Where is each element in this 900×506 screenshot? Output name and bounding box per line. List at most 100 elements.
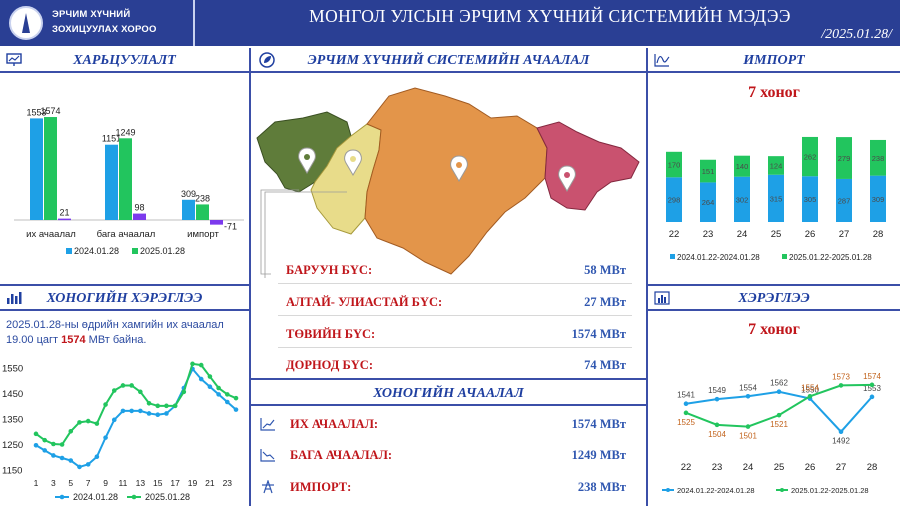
y-tick-label: 1350 [2,415,23,426]
legend-label: 2024.01.22-2024.01.28 [677,253,760,262]
data-point [181,389,187,395]
data-point [103,435,108,440]
bar [44,117,57,220]
org-name-line2: ЗОХИЦУУЛАХ ХОРОО [52,24,157,35]
data-point [155,403,161,409]
bar [768,174,784,222]
data-label: 1492 [832,437,850,446]
map-pin-altai [344,149,362,176]
data-point [120,383,126,388]
header-bar: ЭРЧИМ ХҮЧНИЙ ЗОХИЦУУЛАХ ХОРОО МОНГОЛ УЛС… [0,0,900,46]
category-label: бага ачаалал [97,229,156,240]
map-pin-east [558,165,576,192]
bar [802,176,818,222]
data-label: 262 [804,153,817,162]
bar [58,218,71,221]
x-tick-label: 13 [136,478,146,488]
row-divider [278,283,632,284]
logo: ЭРЧИМ ХҮЧНИЙ ЗОХИЦУУЛАХ ХОРОО [0,0,195,46]
data-point [138,389,143,395]
data-label: 302 [736,195,749,204]
map-pin-west [298,147,316,174]
import-title: ИМПОРТ [648,49,900,73]
category-label: 23 [703,229,714,240]
bar [836,137,852,179]
data-point [838,429,844,435]
category-label: 26 [805,229,816,240]
bar [30,118,43,220]
report-date: /2025.01.28/ [821,27,892,42]
category-label: 28 [873,229,884,240]
data-point [103,402,108,407]
data-label: 1550 [801,386,819,395]
daily-load-row: ИМПОРТ: 238 МВт [256,475,632,501]
data-point [51,441,56,447]
x-tick-label: 21 [205,478,215,488]
data-point [838,383,844,388]
data-point [225,392,230,397]
legend-label: 2025.01.28 [140,246,185,256]
series-line [35,362,237,446]
category-label: 27 [839,229,850,240]
daily-load-title-text: ХОНОГИЙН АЧААЛАЛ [373,386,524,401]
category-label: 22 [669,229,680,240]
data-label: 1574 [863,372,881,381]
bar-chart-icon [7,292,22,304]
divider-left [249,48,251,506]
legend-label: 2025.01.22-2025.01.28 [791,486,869,495]
daily-load-value: 1249 МВт [571,448,626,462]
map-region-central [364,87,548,275]
legend-marker [59,494,65,500]
region-value: 27 МВт [584,295,626,309]
data-label: 305 [804,195,817,204]
region-name: ТӨВИЙН БҮС: [286,327,376,341]
bar [119,138,132,220]
region-value: 1574 МВт [571,327,626,341]
y-tick-label: 1250 [2,440,23,451]
legend-label: 2024.01.28 [74,246,119,256]
data-label: 151 [702,167,715,176]
bar [802,136,818,177]
daily-load-title: ХОНОГИЙН АЧААЛАЛ [251,382,646,406]
data-label: 238 [872,154,885,163]
data-label: 1553 [26,107,46,117]
comparison-title-text: ХАРЬЦУУЛАЛТ [73,53,176,68]
legend-label: 2025.01.28 [145,492,190,502]
data-label: 1574 [40,106,60,116]
data-point [138,408,143,414]
data-label: 1573 [832,372,850,381]
legend-swatch [782,254,787,259]
bar [666,177,682,222]
daily-load-name: БАГА АЧААЛАЛ: [290,448,393,462]
trend-up-icon [260,418,275,431]
map-region-east [536,121,640,211]
data-label: 1541 [677,391,695,400]
org-name-line1: ЭРЧИМ ХҮЧНИЙ [52,9,131,20]
consumption-title: ХЭРЭГЛЭЭ [648,287,900,311]
bar [870,139,886,176]
data-label: 21 [59,208,69,218]
daily-peak-note: 2025.01.28-ны өдрийн хамгийн их ачаалал … [6,318,246,348]
row-divider [278,347,632,348]
data-point [164,411,169,416]
data-label: 1521 [770,420,788,429]
legend-marker [131,494,137,500]
legend-swatch [132,248,138,254]
divider-center-mid [251,378,646,380]
data-label: 298 [668,196,681,205]
daily-load-row: БАГА АЧААЛАЛ: 1249 МВт [256,443,632,469]
data-point [198,376,204,382]
x-tick-label: 22 [681,462,692,473]
bar [196,204,209,220]
data-label: 238 [195,193,210,203]
presentation-chart-icon [6,53,22,66]
mongolia-region-map [256,87,640,278]
daily-peak-note-unit: МВт байна. [85,334,147,346]
data-point [233,407,239,412]
x-tick-label: 1 [34,478,39,488]
data-label: 1151 [102,134,121,144]
data-point [68,458,74,463]
data-label: 1549 [708,386,726,395]
bar [700,159,716,183]
